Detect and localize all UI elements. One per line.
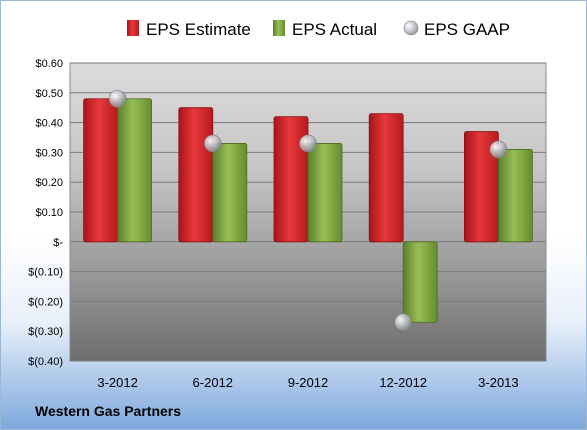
y-axis: $0.60 $0.50 $0.40 $0.30 $0.20 $0.10 $- $(0.10) $… [28, 58, 63, 368]
y-tick-label: $0.30 [35, 147, 63, 159]
x-category-label: 6-2012 [193, 375, 233, 390]
legend-eps-estimate: EPS Estimate [127, 20, 251, 39]
y-tick-label: $0.40 [35, 118, 63, 130]
legend-eps-gaap-label: EPS GAAP [424, 20, 510, 39]
bar-eps-estimate [83, 98, 118, 243]
y-tick-label: $(0.40) [28, 356, 63, 368]
bar-eps-estimate [178, 107, 214, 243]
bar-eps-actual [212, 143, 248, 243]
legend-eps-gaap-swatch [403, 20, 419, 36]
x-category-label: 3-2012 [97, 375, 137, 390]
point-eps-gaap [394, 313, 413, 332]
legend-eps-gaap: EPS GAAP [403, 20, 510, 39]
y-tick-label: $0.10 [35, 207, 63, 219]
bar-eps-actual [117, 98, 152, 243]
point-eps-gaap [299, 134, 317, 153]
y-tick-label: $0.20 [35, 177, 63, 189]
y-tick-label: $(0.20) [28, 296, 63, 308]
legend-eps-actual-label: EPS Actual [292, 20, 377, 39]
x-category-label: 9-2012 [288, 375, 328, 390]
point-eps-gaap [108, 89, 127, 108]
y-tick-label: $- [53, 237, 63, 249]
x-category-label: 3-2013 [478, 375, 518, 390]
bar-eps-actual [497, 149, 533, 243]
point-eps-gaap [489, 140, 508, 159]
y-tick-label: $0.50 [35, 88, 63, 100]
x-category-label: 12-2012 [379, 375, 427, 390]
gaap-points [108, 89, 508, 332]
bar-eps-actual [402, 241, 438, 323]
legend-eps-estimate-swatch [127, 20, 139, 36]
legend-eps-estimate-label: EPS Estimate [146, 20, 251, 39]
x-axis: 3-2012 6-2012 9-2012 12-2012 3-2013 [97, 375, 518, 390]
y-tick-label: $(0.10) [28, 267, 63, 279]
bar-eps-estimate [273, 116, 309, 243]
bar-eps-actual [307, 143, 343, 243]
legend-eps-actual-swatch [273, 20, 285, 36]
legend: EPS Estimate EPS Actual EPS GAAP [127, 20, 510, 39]
legend-eps-actual: EPS Actual [273, 20, 377, 39]
bars [83, 98, 533, 323]
bar-eps-estimate [368, 113, 404, 243]
y-tick-label: $(0.30) [28, 326, 63, 338]
y-tick-label: $0.60 [35, 58, 63, 70]
point-eps-gaap [204, 134, 222, 153]
company-name: Western Gas Partners [35, 403, 182, 419]
